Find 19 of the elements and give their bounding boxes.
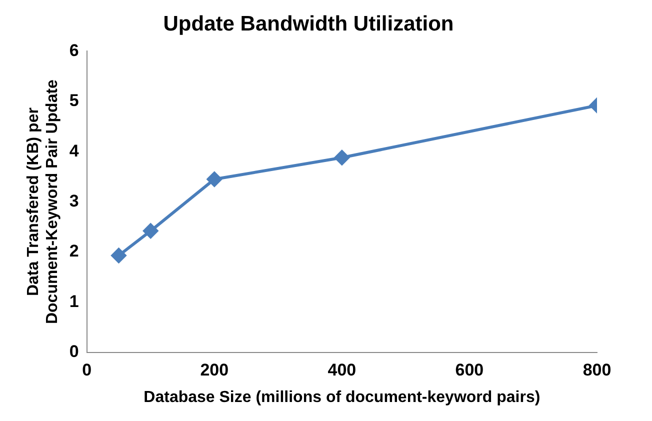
x-tick-label: 0 <box>82 360 92 380</box>
point <box>206 172 222 187</box>
y-axis-title: Data Transfered (KB) per Document-Keyword Pair Update <box>25 79 62 324</box>
y-tick-label: 0 <box>69 342 79 362</box>
x-tick-label: 200 <box>200 360 229 380</box>
point <box>334 150 350 166</box>
x-tick-label: 800 <box>582 360 612 380</box>
y-tick-label: 4 <box>69 141 80 160</box>
x-axis-title: Database Size (millions of document-keyword pairs) <box>144 388 540 406</box>
x-tick-label: 600 <box>455 360 484 380</box>
point <box>143 223 158 238</box>
y-tick-label: 6 <box>69 40 79 60</box>
point <box>111 248 126 264</box>
x-tick-label: 400 <box>328 360 356 380</box>
y-tick-label: 5 <box>69 91 79 110</box>
y-tick-label: 2 <box>69 242 79 261</box>
y-tick-label: 3 <box>69 191 79 210</box>
chart-title: Update Bandwidth Utilization <box>163 12 454 36</box>
y-tick-label: 1 <box>69 292 79 311</box>
